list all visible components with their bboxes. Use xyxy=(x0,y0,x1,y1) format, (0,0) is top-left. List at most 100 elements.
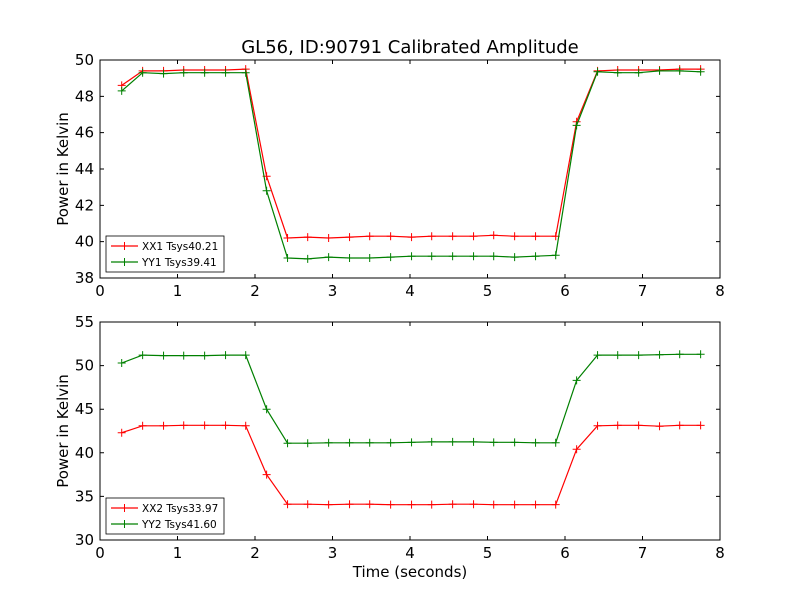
chart0-series-0-point-11 xyxy=(345,233,354,242)
chart1-series-0-point-13 xyxy=(386,500,395,509)
chart1-series-0-point-27 xyxy=(675,421,684,430)
chart1-series-1-point-13 xyxy=(386,438,395,447)
chart0-series-1-point-25 xyxy=(634,68,643,77)
chart1-series-1-point-3 xyxy=(179,351,188,360)
chart1-series-1-point-22 xyxy=(572,376,581,385)
chart0-series-0-point-17 xyxy=(469,232,478,241)
chart-top: 0 1 2 3 4 5 6 7 8 38 40 42 44 46 48 50 Power in Kelvin XX… xyxy=(54,51,725,300)
chart0-xtick-label-5: 5 xyxy=(483,282,493,300)
chart0-series-1-point-13 xyxy=(386,253,395,262)
chart1-xtick-label-1: 1 xyxy=(173,544,183,562)
chart1-series-0-point-1 xyxy=(138,421,147,430)
chart1-series-1-point-9 xyxy=(303,439,312,448)
chart0-xtick-label-7: 7 xyxy=(638,282,648,300)
chart1-series-0-point-12 xyxy=(365,500,374,509)
chart0-series-1-point-6 xyxy=(241,68,250,77)
chart1-series-0-point-23 xyxy=(593,421,602,430)
chart0-series-1-point-5 xyxy=(221,68,230,77)
chart0-xtick-label-1: 1 xyxy=(173,282,183,300)
chart0-series-1-point-3 xyxy=(179,68,188,77)
chart1-series-0-point-19 xyxy=(510,500,519,509)
chart0-series-1-point-11 xyxy=(345,254,354,263)
chart0-series-0-point-14 xyxy=(407,233,416,242)
chart0-legend-0-marker xyxy=(120,242,129,250)
chart1-series-0-point-14 xyxy=(407,500,416,509)
chart1-legend-0-label: XX2 Tsys33.97 xyxy=(142,503,218,515)
chart1-series-0-point-0 xyxy=(117,428,126,437)
chart1-series-0-point-7 xyxy=(262,470,271,479)
chart0-series-1-point-16 xyxy=(448,252,457,261)
chart1-series-0-point-24 xyxy=(613,421,622,430)
chart0-series-1-point-23 xyxy=(593,67,602,76)
chart1-series-1-point-28 xyxy=(696,350,705,359)
chart0-legend-1-marker xyxy=(120,258,129,266)
chart1-xtick-label-2: 2 xyxy=(250,544,260,562)
chart0-series-1-point-10 xyxy=(324,253,333,262)
chart0-series-0-point-8 xyxy=(283,234,292,243)
chart0-ytick-label-1: 40 xyxy=(75,233,94,251)
chart0-ytick-label-5: 48 xyxy=(75,87,94,105)
chart1-series-1-point-24 xyxy=(613,351,622,360)
chart1-series-0-point-11 xyxy=(345,500,354,509)
chart0-series-0-point-18 xyxy=(489,231,498,240)
chart0-series-1-point-28 xyxy=(696,67,705,76)
chart1-series-0-point-22 xyxy=(572,445,581,454)
chart1-xtick-label-6: 6 xyxy=(560,544,570,562)
chart0-series-0-point-9 xyxy=(303,233,312,242)
figure-title: GL56, ID:90791 Calibrated Amplitude xyxy=(241,37,579,58)
chart1-series-1-point-11 xyxy=(345,438,354,447)
chart1-series-1-point-0 xyxy=(117,358,126,367)
chart1-series-0-point-6 xyxy=(241,421,250,430)
chart1-xtick-label-0: 0 xyxy=(95,544,105,562)
chart1-series-0-point-15 xyxy=(427,500,436,509)
chart1-legend-box xyxy=(105,497,225,535)
chart1-xtick-label-4: 4 xyxy=(405,544,415,562)
chart0-series-1-point-20 xyxy=(531,252,540,261)
chart0-ytick-label-6: 50 xyxy=(75,51,94,69)
chart1-series-1-point-15 xyxy=(427,437,436,446)
chart1-xtick-label-8: 8 xyxy=(715,544,725,562)
chart0-xtick-label-8: 8 xyxy=(715,282,725,300)
chart0-series-1-point-17 xyxy=(469,252,478,261)
chart1-xtick-label-3: 3 xyxy=(328,544,338,562)
chart0-series-0-point-15 xyxy=(427,232,436,241)
chart1-series-0-point-20 xyxy=(531,500,540,509)
chart0-xtick-label-4: 4 xyxy=(405,282,415,300)
chart0-series-1-point-15 xyxy=(427,252,436,261)
chart1-ytick-label-0: 30 xyxy=(75,531,94,549)
chart0-series-0-point-20 xyxy=(531,232,540,241)
chart1-series-1-point-10 xyxy=(324,438,333,447)
chart1-series-1-point-6 xyxy=(241,351,250,360)
chart1-series-0-point-3 xyxy=(179,421,188,430)
chart0-series-1-point-4 xyxy=(200,68,209,77)
chart1-series-1-point-16 xyxy=(448,437,457,446)
chart1-series-0-point-8 xyxy=(283,500,292,509)
chart1-series-1-point-14 xyxy=(407,438,416,447)
chart1-series-1-point-25 xyxy=(634,351,643,360)
chart1-series-1-point-20 xyxy=(531,438,540,447)
chart0-series-1-point-27 xyxy=(675,66,684,75)
chart1-series-1-point-21 xyxy=(551,438,560,447)
chart1-series-1-point-23 xyxy=(593,351,602,360)
chart0-series-0-point-13 xyxy=(386,232,395,241)
chart1-series-1-point-18 xyxy=(489,438,498,447)
chart1-series-1-point-7 xyxy=(262,405,271,414)
chart1-series-1-point-17 xyxy=(469,437,478,446)
chart1-series-1-point-1 xyxy=(138,351,147,360)
chart0-ytick-label-4: 46 xyxy=(75,124,94,142)
chart0-series-0-point-19 xyxy=(510,232,519,241)
chart1-series-0-point-4 xyxy=(200,421,209,430)
chart1-ytick-label-2: 40 xyxy=(75,444,94,462)
chart0-xtick-label-6: 6 xyxy=(560,282,570,300)
chart0-xtick-label-0: 0 xyxy=(95,282,105,300)
chart1-series-1-point-8 xyxy=(283,439,292,448)
chart1-legend-1-marker xyxy=(120,520,129,528)
chart1-xtick-label-5: 5 xyxy=(483,544,493,562)
chart1-series-0-point-9 xyxy=(303,500,312,509)
chart1-series-1-point-5 xyxy=(221,351,230,360)
chart1-series-0-point-18 xyxy=(489,500,498,509)
chart1-series-0-point-2 xyxy=(159,421,168,430)
chart1-ytick-label-1: 35 xyxy=(75,487,94,505)
